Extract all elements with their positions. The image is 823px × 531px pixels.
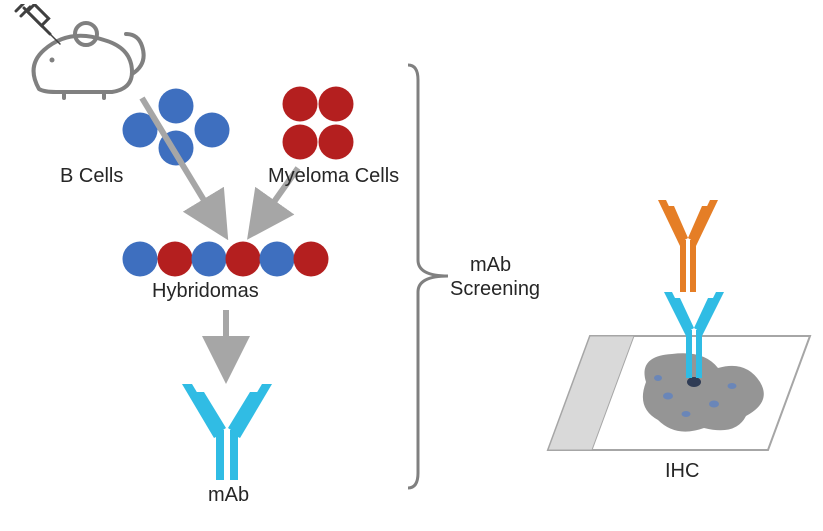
mab-label: mAb — [208, 484, 249, 507]
secondary-antibody-icon — [656, 198, 720, 294]
myeloma-label: Myeloma Cells — [268, 165, 399, 188]
screening-label-line1: mAb — [470, 254, 511, 277]
hybridomas-label: Hybridomas — [152, 280, 259, 303]
b-cells-label: B Cells — [60, 165, 123, 188]
screening-label-line2: Screening — [450, 278, 540, 301]
bracket-icon — [0, 0, 470, 531]
ihc-label: IHC — [665, 460, 699, 483]
primary-antibody-icon — [662, 290, 726, 380]
